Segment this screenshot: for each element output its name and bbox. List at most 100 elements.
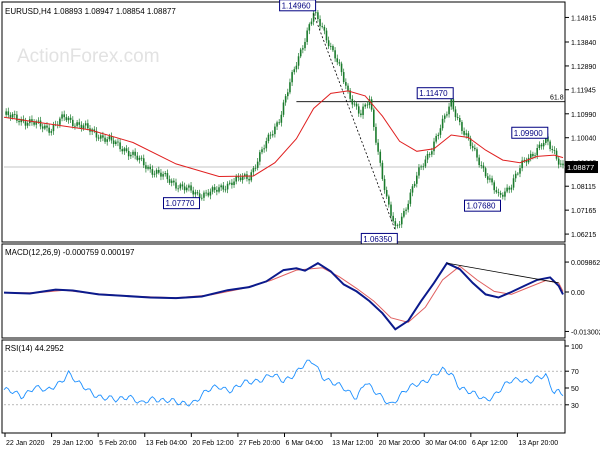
candle-body	[130, 154, 132, 157]
candle-body	[407, 203, 409, 210]
candle-body	[145, 165, 147, 169]
rsi-tick-label: 30	[571, 403, 579, 410]
candle-body	[151, 169, 154, 175]
candle-body	[265, 141, 268, 149]
rsi-line	[3, 359, 564, 407]
candle-body	[211, 187, 214, 192]
candle-body	[82, 125, 85, 129]
candle-body	[162, 174, 164, 177]
price-trendline	[313, 13, 396, 231]
candle-body	[398, 224, 401, 226]
candle-body	[482, 165, 485, 169]
candle-body	[24, 121, 27, 126]
candle-body	[76, 122, 78, 126]
candle-body	[555, 150, 558, 159]
candle-body	[41, 126, 44, 129]
candle-body	[321, 26, 323, 27]
time-tick-label: 13 Apr 20:00	[518, 440, 558, 447]
candle-body	[271, 134, 274, 136]
rsi-title: RSI(14) 44.2952	[5, 344, 64, 353]
candle-body	[228, 182, 231, 184]
candle-body	[508, 187, 511, 190]
time-tick-label: 27 Feb 20:00	[239, 440, 280, 447]
price-trendline-line	[313, 13, 396, 231]
candle-body	[480, 165, 483, 166]
candle-body	[108, 136, 111, 140]
candle-body	[289, 82, 291, 93]
candle-body	[304, 41, 306, 49]
candle-body	[504, 191, 506, 197]
candle-body	[392, 215, 394, 222]
price-annotation-label: 1.14960	[282, 1, 311, 10]
candle-body	[396, 225, 399, 227]
candle-body	[557, 158, 560, 165]
candle-body	[175, 182, 177, 189]
price-annotation-label: 1.09900	[514, 129, 543, 138]
candle-body	[216, 189, 218, 192]
macd-tick-label: -0.013002	[571, 329, 600, 336]
candle-body	[540, 144, 543, 147]
candle-body	[517, 173, 519, 175]
candle-body	[377, 142, 379, 152]
candle-body	[33, 122, 35, 125]
candle-body	[7, 111, 10, 116]
candle-body	[551, 148, 554, 151]
price-tick-label: 1.10040	[571, 136, 596, 143]
candle-body	[168, 179, 171, 183]
candle-body	[287, 92, 289, 97]
time-tick-label: 13 Mar 12:00	[332, 440, 373, 447]
candle-body	[409, 192, 412, 204]
fib-level-label: 61.8	[550, 95, 564, 102]
candle-body	[59, 118, 61, 125]
price-annotation-box	[279, 0, 317, 12]
candle-body	[119, 142, 121, 150]
candle-body	[192, 190, 194, 195]
candle-body	[155, 169, 158, 174]
candle-body	[112, 140, 115, 145]
price-candles	[5, 9, 564, 230]
ema-line	[3, 90, 564, 178]
candle-body	[403, 210, 405, 217]
candle-body	[173, 180, 175, 183]
candle-body	[437, 134, 440, 137]
candle-body	[166, 173, 169, 180]
candle-body	[95, 130, 98, 138]
candle-body	[121, 149, 124, 152]
candle-body	[132, 151, 134, 155]
candle-body	[78, 122, 81, 125]
candle-body	[179, 184, 182, 189]
candle-body	[362, 106, 364, 116]
candle-body	[181, 184, 184, 187]
macd-lines	[3, 261, 564, 331]
candle-body	[147, 166, 149, 169]
candle-body	[13, 114, 16, 115]
candle-body	[529, 153, 532, 158]
candle-body	[325, 30, 328, 41]
candle-body	[499, 193, 502, 195]
candle-body	[20, 119, 22, 123]
candle-body	[5, 111, 7, 115]
candle-body	[347, 85, 349, 91]
candle-body	[461, 122, 463, 131]
candle-body	[433, 141, 435, 152]
candle-body	[65, 117, 68, 121]
macd-main-line	[3, 261, 564, 331]
candle-body	[553, 150, 556, 151]
candle-body	[106, 139, 108, 142]
candle-body	[435, 136, 437, 142]
candle-body	[222, 185, 225, 190]
candle-body	[39, 120, 42, 127]
candle-body	[385, 190, 388, 197]
candle-body	[93, 129, 96, 131]
candle-body	[327, 40, 330, 47]
candle-body	[426, 154, 429, 160]
macd-tick-label: 0.009862	[571, 260, 600, 267]
candle-body	[562, 163, 564, 166]
candle-body	[127, 150, 130, 157]
candle-body	[428, 154, 431, 155]
macd-pane-frame	[1, 243, 566, 339]
candle-body	[476, 149, 478, 158]
candle-body	[450, 99, 452, 107]
time-tick-label: 6 Mar 04:00	[286, 440, 323, 447]
